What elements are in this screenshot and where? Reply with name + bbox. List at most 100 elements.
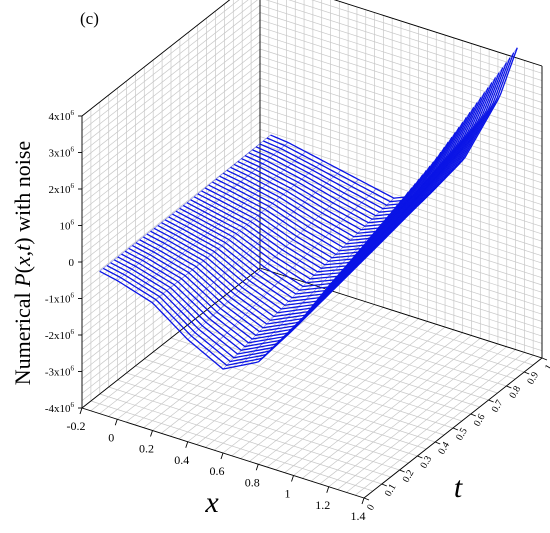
wall-grid-line: [81, 180, 261, 321]
t-tick: [363, 497, 370, 501]
floor-grid-line: [197, 316, 480, 408]
wall-grid-line: [81, 26, 261, 168]
t-tick: [452, 427, 459, 431]
wall-grid-line: [259, 99, 543, 191]
t-axis-title: t: [454, 471, 463, 504]
x-axis-title: x: [204, 486, 219, 519]
z-tick-label: 0: [69, 257, 75, 269]
surface-crossline: [205, 188, 377, 355]
wall-grid-line: [81, 107, 261, 248]
x-tick-label: 0.8: [245, 475, 260, 489]
floor-grid-line: [170, 337, 454, 429]
wall-grid-line: [311, 0, 543, 74]
x-tick: [291, 475, 294, 482]
floor-grid-line: [90, 400, 374, 492]
z-axis-title: Numerical P(x,t) with noise: [10, 141, 35, 385]
wall-grid-line: [81, 4, 261, 146]
t-tick: [488, 399, 494, 403]
surface-crossline: [293, 158, 465, 330]
wall-grid-line: [259, 260, 543, 352]
z-tick-exponent: 6: [71, 365, 75, 373]
wall-grid-line: [81, 209, 261, 350]
t-tick-label: 0.8: [507, 384, 523, 400]
wall-grid-line: [259, 55, 543, 147]
wall-grid-line: [259, 187, 543, 279]
wall-grid-line: [259, 92, 543, 184]
x-tick: [255, 464, 259, 471]
wall-grid-line: [259, 114, 543, 206]
wall-grid-line: [259, 121, 543, 213]
x-tick: [185, 441, 189, 448]
floor-grid-line: [108, 386, 391, 478]
tick-marks: [78, 115, 548, 505]
t-tick: [435, 441, 441, 445]
wall-grid-line: [81, 136, 261, 277]
wall-grid-line: [81, 56, 261, 197]
z-tick-label: -4x106: [45, 401, 75, 415]
wall-grid-line: [259, 223, 543, 315]
floor-grid-line: [206, 309, 489, 401]
floor-grid-line: [126, 372, 409, 464]
wall-grid-line: [81, 0, 258, 139]
t-tick-label: 0.9: [525, 370, 541, 386]
t-tick-label: 1: [543, 363, 550, 373]
floor-grid-line: [161, 344, 445, 436]
surface-crossline: [222, 197, 395, 370]
z-tick-label: -2x106: [45, 328, 75, 342]
wall-grid-line: [81, 0, 249, 131]
wall-grid-line: [259, 180, 543, 271]
surface-crossline: [169, 170, 342, 322]
surface-crossline: [346, 47, 518, 267]
surface-crossline: [152, 160, 324, 303]
wall-grid-line: [259, 63, 543, 154]
t-tick-label: 0.1: [383, 482, 399, 498]
x-tick-label: 0.6: [210, 464, 225, 478]
wall-grid-line: [81, 121, 261, 263]
wall-grid-line: [259, 150, 543, 242]
z-tick-exponent: 6: [71, 292, 75, 300]
surface-crossline: [240, 196, 412, 366]
wall-grid-line: [259, 194, 543, 286]
x-tick-label: 1.2: [315, 498, 330, 512]
wall-grid-line: [259, 253, 543, 344]
wall-grid-line: [81, 70, 261, 212]
x-tick: [361, 497, 365, 505]
surface-crossline: [99, 134, 271, 272]
t-tick: [541, 357, 548, 361]
z-tick-label: 106: [60, 219, 75, 233]
t-tick-label: 0.7: [490, 398, 506, 414]
wall-grid-line: [259, 70, 543, 162]
wall-grid-line: [288, 0, 543, 81]
z-tick-exponent: 6: [71, 328, 75, 336]
surface-crossline: [187, 179, 359, 340]
wall-grid-line: [259, 209, 543, 300]
wall-grid-line: [259, 41, 543, 133]
wall-grid-line: [81, 12, 261, 153]
wall-grid-line: [81, 85, 261, 226]
t-tick-label: 0.3: [418, 454, 434, 470]
floor-grid-line: [215, 302, 498, 394]
wall-grid-line: [81, 0, 240, 124]
floor-grid-line: [233, 288, 516, 380]
t-tick-label: 0: [365, 503, 377, 513]
wall-grid-line: [81, 41, 261, 182]
floor-grid-line: [99, 393, 382, 485]
x-tick: [114, 419, 118, 426]
x-tick-label: 1: [285, 487, 291, 501]
t-tick: [381, 483, 387, 487]
panel-label: (c): [80, 9, 99, 28]
t-tick: [470, 413, 476, 417]
wall-grid-line: [259, 19, 543, 111]
wall-grid-line: [81, 194, 261, 336]
x-tick-labels: -0.2 0 0.2 0.4 0.6 0.8 1 1.2 1.4: [67, 419, 366, 523]
wall-grid-line: [81, 63, 261, 204]
wall-grid-line: [259, 231, 543, 322]
z-tick-exponent: 6: [71, 146, 75, 154]
wall-grid-line: [259, 245, 543, 337]
wall-grid-line: [259, 107, 543, 198]
surface-crossline: [328, 96, 500, 287]
floor-grid-line: [144, 358, 427, 450]
t-tick-label: 0.2: [401, 468, 417, 484]
t-tick: [506, 385, 512, 389]
